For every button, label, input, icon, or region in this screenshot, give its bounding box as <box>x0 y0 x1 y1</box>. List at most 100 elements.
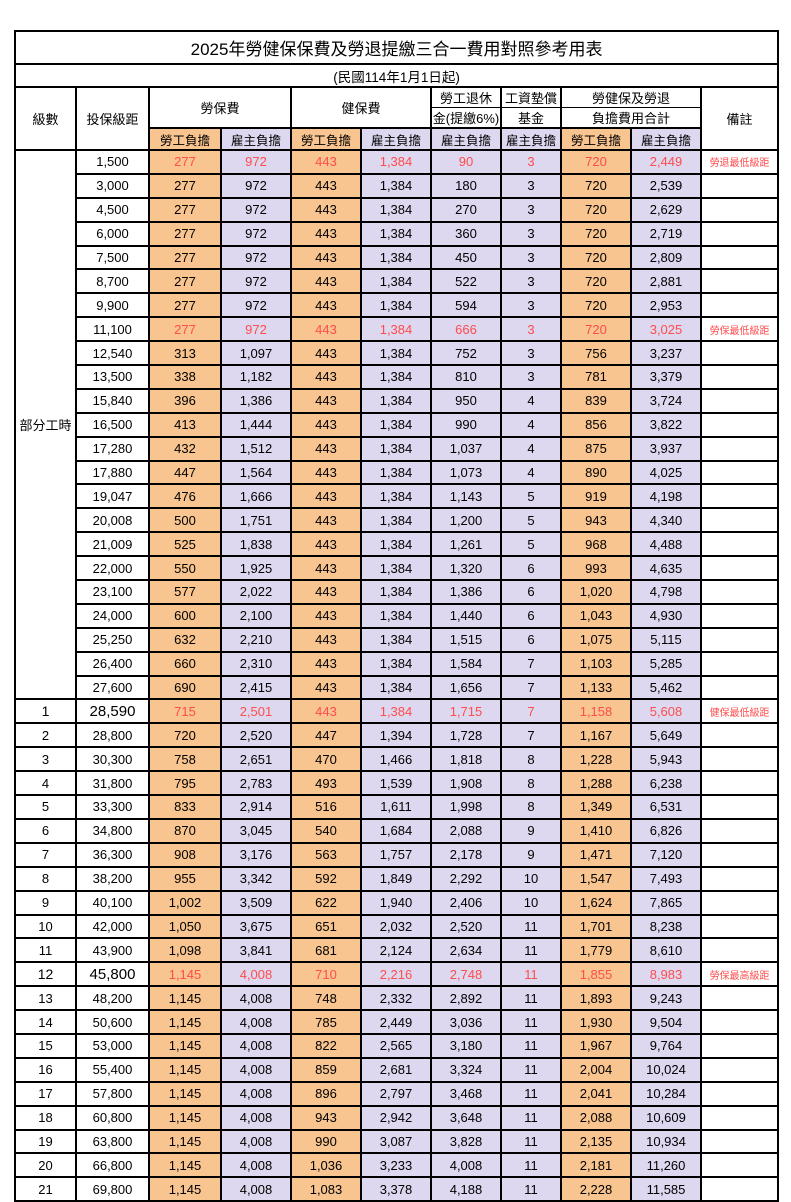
value-cell: 1,083 <box>290 1176 362 1202</box>
value-cell: 1,073 <box>430 459 502 486</box>
value-cell: 822 <box>290 1032 362 1059</box>
bracket-cell: 21,009 <box>75 531 150 558</box>
bracket-cell: 66,800 <box>75 1152 150 1179</box>
remark-cell <box>699 985 780 1012</box>
value-cell: 1,584 <box>430 650 502 677</box>
value-cell: 443 <box>290 626 362 653</box>
value-cell: 443 <box>290 674 362 701</box>
table-row: 19 63,800 1,145 4,008 990 3,087 3,828 11 2,135 10… <box>14 1128 780 1155</box>
bracket-cell: 7,500 <box>75 244 150 271</box>
value-cell: 443 <box>290 316 362 343</box>
value-cell: 11 <box>500 913 562 940</box>
value-cell: 1,666 <box>220 483 292 510</box>
value-cell: 11 <box>500 961 562 988</box>
bracket-cell: 22,000 <box>75 555 150 582</box>
remark-cell <box>699 889 780 916</box>
value-cell: 4,008 <box>220 961 292 988</box>
value-cell: 9,243 <box>630 985 702 1012</box>
value-cell: 3 <box>500 292 562 319</box>
value-cell: 277 <box>148 316 222 343</box>
remark-cell <box>699 674 780 701</box>
value-cell: 2,942 <box>360 1104 432 1131</box>
value-cell: 443 <box>290 650 362 677</box>
value-cell: 10 <box>500 865 562 892</box>
table-row: 27,600 690 2,415 443 1,384 1,656 7 1,133 5,462 <box>15 674 780 701</box>
value-cell: 8,610 <box>630 937 702 964</box>
value-cell: 2,292 <box>430 865 502 892</box>
value-cell: 443 <box>290 483 362 510</box>
value-cell: 919 <box>560 483 632 510</box>
value-cell: 9 <box>500 841 562 868</box>
table-row: 9,900 277 972 443 1,384 594 3 720 2,953 <box>15 292 780 319</box>
value-cell: 5,608 <box>630 698 702 725</box>
table-row: 21 69,800 1,145 4,008 1,083 3,378 4,188 11 2,228… <box>14 1176 780 1202</box>
value-cell: 4,008 <box>220 1080 292 1107</box>
value-cell: 1,075 <box>560 626 632 653</box>
value-cell: 752 <box>430 340 502 367</box>
value-cell: 758 <box>148 746 222 773</box>
value-cell: 2,088 <box>430 817 502 844</box>
value-cell: 1,098 <box>148 937 222 964</box>
level-cell: 20 <box>14 1152 77 1179</box>
bracket-cell: 17,880 <box>75 459 150 486</box>
value-cell: 1,261 <box>430 531 502 558</box>
remark-cell <box>699 626 780 653</box>
fee-reference-sheet: 2025年勞健保保費及勞退提繳三合一費用對照參考用表 (民國114年1月1日起)… <box>13 30 780 1202</box>
value-cell: 972 <box>220 172 292 199</box>
table-row: 26,400 660 2,310 443 1,384 1,584 7 1,103 5,285 <box>15 650 780 677</box>
value-cell: 2,748 <box>430 961 502 988</box>
remark-cell <box>699 268 780 295</box>
value-cell: 1,043 <box>560 602 632 629</box>
header-total-line2: 負擔費用合計 <box>560 107 702 129</box>
bracket-cell: 13,500 <box>75 364 150 390</box>
header-health-fee: 健保費 <box>290 86 432 129</box>
value-cell: 3,180 <box>430 1032 502 1059</box>
remark-cell <box>699 1032 780 1059</box>
value-cell: 1,893 <box>560 985 632 1012</box>
value-cell: 990 <box>290 1128 362 1155</box>
value-cell: 3,324 <box>430 1056 502 1083</box>
value-cell: 476 <box>148 483 222 510</box>
header-row-3: 勞工負擔 雇主負擔 勞工負擔 雇主負擔 雇主負擔 雇主負擔 勞工負擔 雇主負擔 <box>15 127 778 151</box>
value-cell: 1,471 <box>560 841 632 868</box>
subheader-fund-employer: 雇主負擔 <box>500 127 562 151</box>
value-cell: 7 <box>500 698 562 725</box>
value-cell: 2,634 <box>430 937 502 964</box>
level-cell: 8 <box>14 865 77 892</box>
value-cell: 4,008 <box>220 1128 292 1155</box>
remark-cell <box>699 841 780 868</box>
header-level: 級數 <box>14 86 77 151</box>
value-cell: 5 <box>500 507 562 534</box>
value-cell: 720 <box>560 268 632 295</box>
value-cell: 3,468 <box>430 1080 502 1107</box>
level-cell: 16 <box>14 1056 77 1083</box>
level-cell: 9 <box>14 889 77 916</box>
value-cell: 4,008 <box>220 1009 292 1035</box>
value-cell: 2,681 <box>360 1056 432 1083</box>
value-cell: 338 <box>148 364 222 390</box>
value-cell: 2,415 <box>220 674 292 701</box>
table-row: 部分工時 1,500 277 972 443 1,384 90 3 720 2,449 勞退最低級距 <box>14 148 780 701</box>
table-row: 8 38,200 955 3,342 592 1,849 2,292 10 1,547 7,493 <box>14 865 780 892</box>
remark-cell <box>699 387 780 414</box>
value-cell: 972 <box>220 149 292 175</box>
value-cell: 1,167 <box>560 722 632 749</box>
bracket-cell: 9,900 <box>75 292 150 319</box>
value-cell: 3 <box>500 220 562 247</box>
value-cell: 660 <box>148 650 222 677</box>
value-cell: 1,384 <box>360 196 432 223</box>
value-cell: 1,384 <box>360 698 432 725</box>
bracket-cell: 1,500 <box>75 149 150 175</box>
bracket-cell: 24,000 <box>75 602 150 629</box>
subheader-total-employee: 勞工負擔 <box>560 127 632 151</box>
value-cell: 443 <box>290 435 362 462</box>
value-cell: 1,838 <box>220 531 292 558</box>
value-cell: 10,934 <box>630 1128 702 1155</box>
value-cell: 810 <box>430 364 502 390</box>
table-row: 19,047 476 1,666 443 1,384 1,143 5 919 4,198 <box>15 483 780 510</box>
value-cell: 870 <box>148 817 222 844</box>
value-cell: 563 <box>290 841 362 868</box>
value-cell: 4,008 <box>220 1032 292 1059</box>
value-cell: 1,384 <box>360 268 432 295</box>
value-cell: 1,145 <box>148 1080 222 1107</box>
